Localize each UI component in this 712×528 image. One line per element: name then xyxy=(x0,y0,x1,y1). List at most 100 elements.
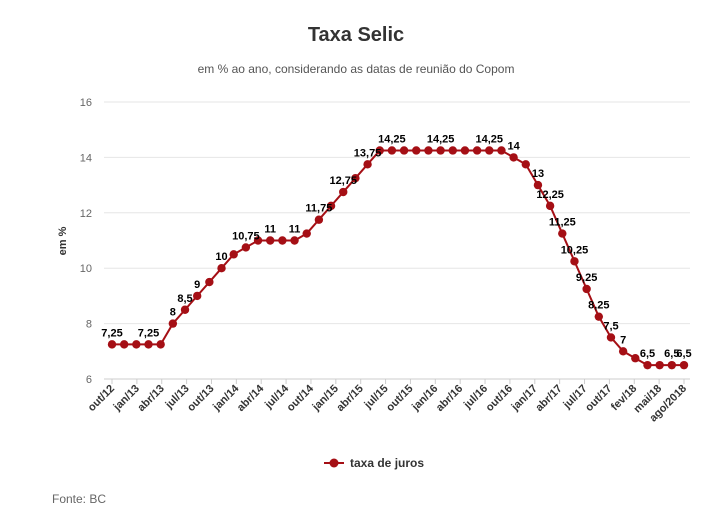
x-tick-label: out/14 xyxy=(285,382,317,414)
y-tick-label: 16 xyxy=(80,97,92,109)
data-label: 10,25 xyxy=(561,244,589,256)
data-point[interactable] xyxy=(618,347,628,356)
x-axis-ticks: out/12jan/13abr/13jul/13out/13jan/14abr/… xyxy=(86,379,689,424)
data-point[interactable] xyxy=(302,229,311,238)
data-point[interactable] xyxy=(144,340,153,349)
data-label: 10,75 xyxy=(232,230,260,242)
source-note: Fonte: BC xyxy=(52,492,107,506)
x-tick-label: out/12 xyxy=(86,383,117,414)
y-axis-ticks: 6 8 10 12 14 16 xyxy=(80,97,92,386)
data-label: 10 xyxy=(215,251,227,263)
x-tick-label: abr/16 xyxy=(434,383,465,414)
data-labels: 7,25 7,25 88,59 10 10,75 11 11 11,75 12,75 13,75 1… xyxy=(101,133,691,360)
series-taxa-de-juros xyxy=(107,146,689,370)
data-point[interactable] xyxy=(558,229,567,238)
data-point[interactable] xyxy=(472,146,482,155)
data-point[interactable] xyxy=(448,146,457,155)
data-point[interactable] xyxy=(643,360,652,370)
data-point[interactable] xyxy=(229,250,238,259)
data-point[interactable] xyxy=(631,354,640,363)
data-point[interactable] xyxy=(205,277,214,287)
data-label: 14,25 xyxy=(476,133,504,145)
data-point[interactable] xyxy=(314,215,324,224)
data-point[interactable] xyxy=(412,146,421,155)
data-point[interactable] xyxy=(582,284,591,294)
data-label: 8,5 xyxy=(177,293,192,305)
x-tick-label: out/15 xyxy=(384,383,415,414)
data-label: 6,5 xyxy=(640,348,655,360)
data-label: 12,75 xyxy=(329,175,357,187)
x-tick-label: abr/14 xyxy=(235,382,267,414)
data-point[interactable] xyxy=(460,146,470,155)
y-tick-label: 14 xyxy=(80,152,92,164)
data-label: 8 xyxy=(170,307,176,319)
x-tick-label: jan/16 xyxy=(409,383,440,414)
data-label: 11,75 xyxy=(305,203,332,215)
legend[interactable]: taxa de juros xyxy=(324,456,424,470)
data-point[interactable] xyxy=(253,236,263,245)
data-point[interactable] xyxy=(594,312,604,321)
data-point[interactable] xyxy=(375,146,384,155)
data-label: 7,5 xyxy=(603,320,618,332)
data-point[interactable] xyxy=(485,146,494,155)
legend-label: taxa de juros xyxy=(350,456,424,470)
data-label: 11,25 xyxy=(549,217,576,229)
data-point[interactable] xyxy=(168,319,178,328)
x-tick-label: out/13 xyxy=(185,383,216,414)
data-point[interactable] xyxy=(606,333,616,342)
data-point[interactable] xyxy=(217,264,226,273)
chart-subtitle: em % ao ano, considerando as datas de re… xyxy=(197,62,515,76)
data-point[interactable] xyxy=(241,243,251,252)
chart-title: Taxa Selic xyxy=(307,24,405,46)
data-label: 13,75 xyxy=(354,147,382,159)
data-point[interactable] xyxy=(119,340,129,349)
x-tick-label: abr/13 xyxy=(135,383,166,414)
data-label: 9 xyxy=(194,279,200,291)
data-label: 9,25 xyxy=(576,272,597,284)
data-point[interactable] xyxy=(497,146,506,155)
data-point[interactable] xyxy=(339,187,348,197)
data-label: 14,25 xyxy=(427,133,455,145)
data-label: 14 xyxy=(507,140,520,152)
data-label: 11 xyxy=(289,224,301,236)
data-point[interactable] xyxy=(667,360,677,370)
grid-lines xyxy=(104,101,690,380)
data-point[interactable] xyxy=(290,236,299,245)
data-point[interactable] xyxy=(363,160,372,169)
data-point[interactable] xyxy=(521,160,530,169)
data-point[interactable] xyxy=(509,153,518,162)
x-tick-label: abr/17 xyxy=(533,383,564,414)
data-point[interactable] xyxy=(278,236,287,245)
data-point[interactable] xyxy=(192,291,202,301)
x-tick-label: jan/15 xyxy=(310,383,341,414)
data-label: 12,25 xyxy=(536,189,564,201)
y-axis-title: em % xyxy=(57,226,69,255)
data-label: 11 xyxy=(264,224,276,236)
data-point[interactable] xyxy=(570,257,579,266)
data-label: 7,25 xyxy=(138,327,159,339)
data-point[interactable] xyxy=(266,236,275,245)
data-point[interactable] xyxy=(180,305,190,314)
data-point[interactable] xyxy=(436,146,445,155)
data-point[interactable] xyxy=(399,146,409,155)
data-point[interactable] xyxy=(545,201,555,211)
data-point[interactable] xyxy=(132,340,141,349)
data-point[interactable] xyxy=(351,173,360,183)
data-point[interactable] xyxy=(424,146,433,155)
y-tick-label: 12 xyxy=(80,208,92,220)
data-point[interactable] xyxy=(387,146,397,155)
data-point[interactable] xyxy=(533,180,543,190)
data-point[interactable] xyxy=(326,201,336,211)
data-point[interactable] xyxy=(156,340,165,349)
data-label: 13 xyxy=(532,168,544,180)
y-tick-label: 10 xyxy=(80,263,92,275)
data-point[interactable] xyxy=(655,360,664,370)
y-tick-label: 6 xyxy=(86,374,92,386)
y-tick-label: 8 xyxy=(86,319,92,331)
x-tick-label: jan/17 xyxy=(509,383,540,414)
data-point[interactable] xyxy=(679,360,689,370)
data-label: 14,25 xyxy=(378,133,406,145)
data-label: 6,5 xyxy=(676,348,691,360)
data-point[interactable] xyxy=(107,340,117,349)
